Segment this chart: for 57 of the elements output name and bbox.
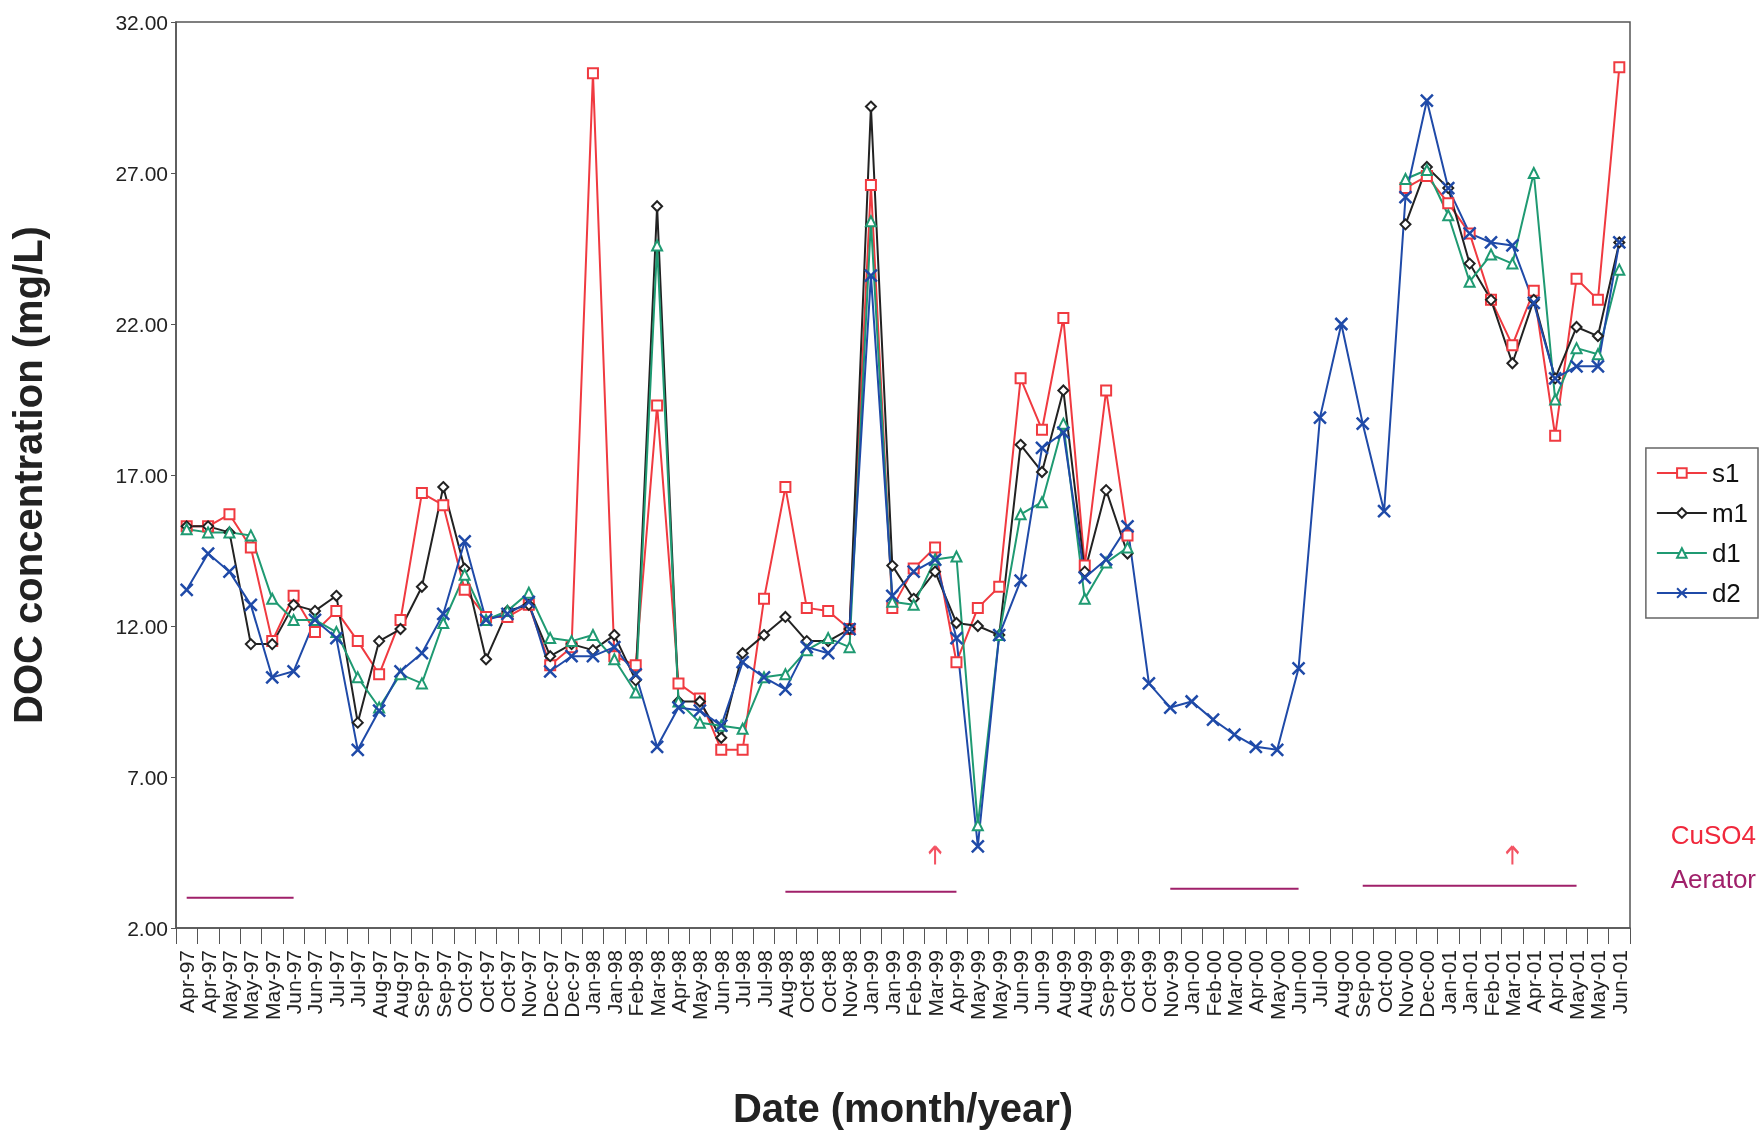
x-tick-label: Jan-99 xyxy=(859,950,883,1015)
x-tick-label: Apr-97 xyxy=(175,950,199,1014)
x-tick-label: Aug-97 xyxy=(367,950,391,1018)
x-tick-label: Jun-99 xyxy=(1030,950,1054,1015)
y-tick-label: 32.00 xyxy=(115,10,168,34)
x-tick-label: Apr-99 xyxy=(944,950,968,1014)
text: CuSO4 xyxy=(1670,820,1756,850)
x-tick-label: Feb-00 xyxy=(1201,950,1225,1017)
x-tick-label: Jan-99 xyxy=(880,950,904,1015)
x-tick-label: Feb-99 xyxy=(902,950,926,1017)
x-tick-label: Jan-01 xyxy=(1436,950,1460,1015)
x-tick-label: Mar-99 xyxy=(923,950,947,1017)
x-tick-label: Jul-98 xyxy=(731,950,755,1008)
x-tick-label: Dec-00 xyxy=(1415,950,1439,1018)
x-tick-label: Jul-97 xyxy=(324,950,348,1008)
legend-label: d2 xyxy=(1711,578,1741,608)
x-axis-title: Date (month/year) xyxy=(732,1086,1074,1130)
text: Aerator xyxy=(1670,864,1757,894)
y-tick-label: 17.00 xyxy=(115,463,168,487)
legend-label: s1 xyxy=(1711,458,1740,488)
x-tick-label: Feb-01 xyxy=(1479,950,1503,1017)
legend-label: d1 xyxy=(1711,538,1741,568)
x-tick-label: Nov-99 xyxy=(1158,950,1182,1018)
x-tick-label: Apr-98 xyxy=(666,950,690,1014)
x-tick-label: Nov-98 xyxy=(838,950,862,1018)
x-tick-label: Jul-98 xyxy=(752,950,776,1008)
x-tick-label: Mar-00 xyxy=(1222,950,1246,1017)
y-tick-label: 7.00 xyxy=(127,765,168,789)
y-tick-label: 22.00 xyxy=(115,312,168,336)
legend-label: m1 xyxy=(1711,498,1749,528)
y-tick-label: 27.00 xyxy=(115,161,168,185)
x-tick-label: Jul-00 xyxy=(1308,950,1332,1008)
x-tick-label: Nov-97 xyxy=(517,950,541,1018)
x-tick-label: Jan-98 xyxy=(602,950,626,1015)
x-tick-label: Oct-97 xyxy=(495,950,519,1014)
x-tick-label: Aug-98 xyxy=(773,950,797,1018)
x-tick-label: Jul-97 xyxy=(346,950,370,1008)
x-tick-label: Jan-00 xyxy=(1180,950,1204,1015)
x-tick-label: Jun-97 xyxy=(303,950,327,1015)
x-tick-label: Nov-00 xyxy=(1393,950,1417,1018)
x-tick-label: Aug-99 xyxy=(1051,950,1075,1018)
x-tick-label: Apr-01 xyxy=(1522,950,1546,1014)
y-tick-label: 2.00 xyxy=(127,916,168,940)
x-tick-label: Feb-98 xyxy=(624,950,648,1017)
y-tick-label: 12.00 xyxy=(115,614,168,638)
x-tick-label: Oct-97 xyxy=(474,950,498,1014)
x-tick-label: Oct-99 xyxy=(1137,950,1161,1014)
x-tick-label: Dec-97 xyxy=(560,950,584,1018)
x-tick-label: Mar-01 xyxy=(1500,950,1524,1017)
x-tick-label: Oct-98 xyxy=(816,950,840,1014)
x-tick-label: Mar-98 xyxy=(645,950,669,1017)
y-axis-title: DOC concentration (mg/L) xyxy=(6,226,50,724)
x-tick-label: Jan-01 xyxy=(1458,950,1482,1015)
x-tick-label: Jan-98 xyxy=(581,950,605,1015)
x-tick-label: Dec-97 xyxy=(538,950,562,1018)
x-tick-label: Apr-00 xyxy=(1244,950,1268,1014)
x-tick-label: Aug-00 xyxy=(1329,950,1353,1018)
